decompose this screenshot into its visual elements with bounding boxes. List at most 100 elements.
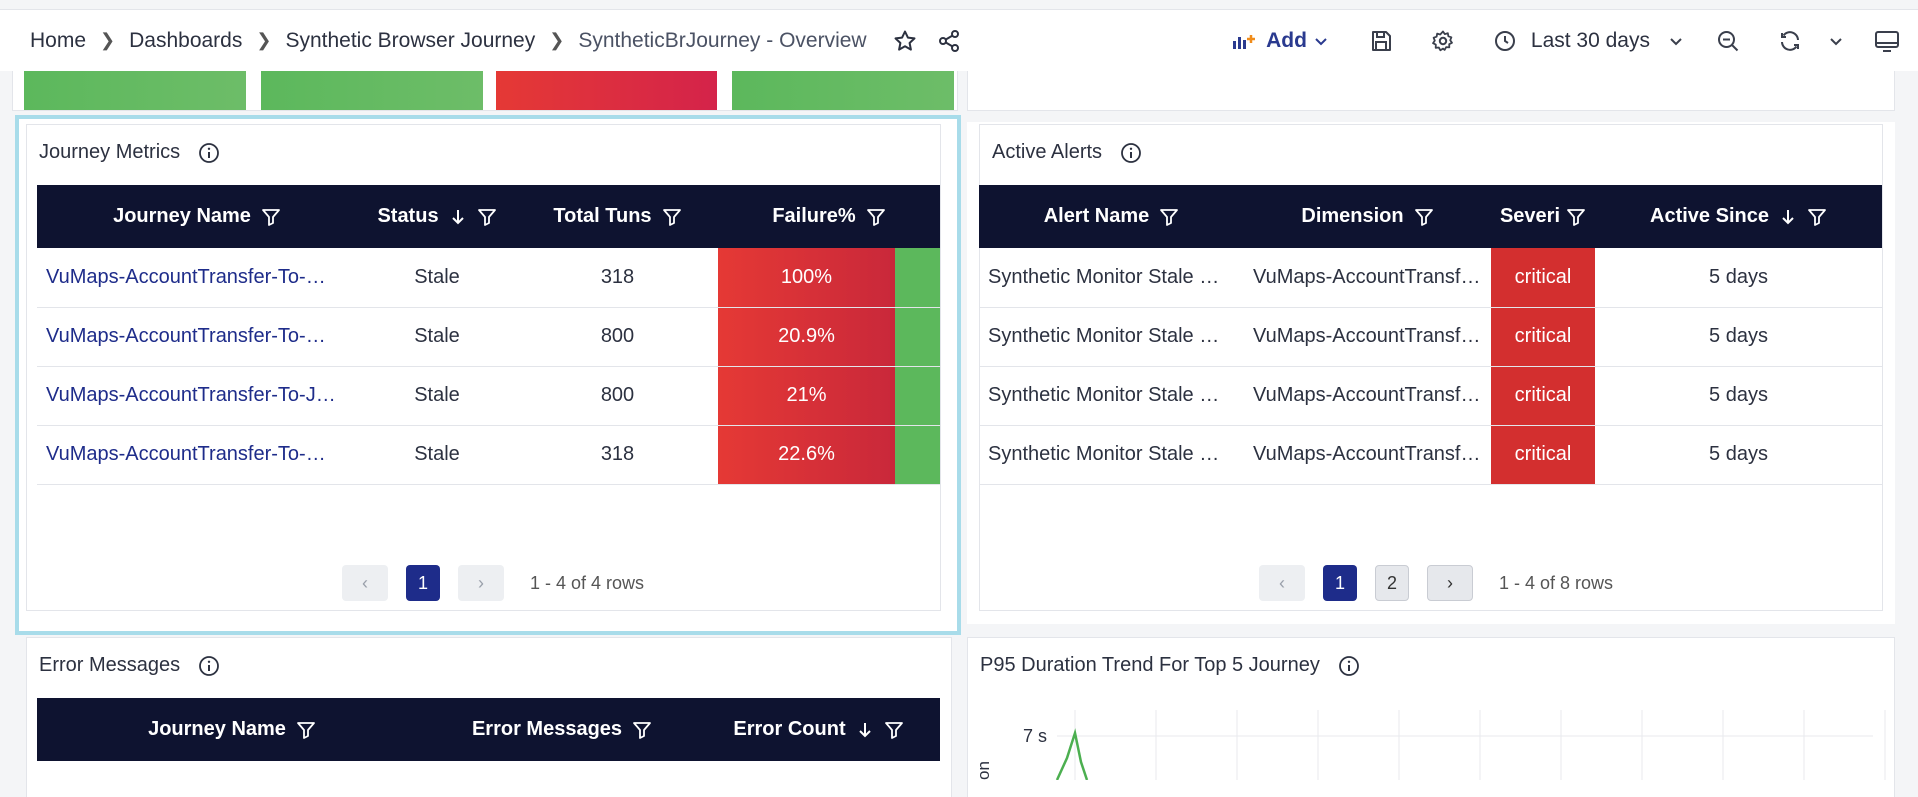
breadcrumb-folder[interactable]: Synthetic Browser Journey bbox=[285, 28, 536, 52]
column-header-error-messages[interactable]: Error Messages bbox=[427, 698, 697, 761]
journey-name-link[interactable]: VuMaps-AccountTransfer-To-J… bbox=[37, 366, 357, 426]
info-icon bbox=[199, 142, 220, 163]
p95-duration-chart: 7 s on bbox=[974, 710, 1886, 780]
active-since-cell: 5 days bbox=[1595, 248, 1882, 308]
status-cell: Stale bbox=[357, 248, 517, 308]
status-color-bar bbox=[895, 425, 941, 485]
stat-tile-critical bbox=[496, 71, 717, 110]
failure-cell: 20.9% bbox=[718, 307, 895, 367]
filter-icon bbox=[633, 721, 651, 739]
active-since-cell: 5 days bbox=[1595, 425, 1882, 485]
table-header-row: Journey Name Status Total Tuns Failure% bbox=[37, 185, 941, 248]
total-cell: 318 bbox=[517, 248, 718, 308]
breadcrumb: Home ❯ Dashboards ❯ Synthetic Browser Jo… bbox=[30, 29, 867, 53]
column-header-failure[interactable]: Failure% bbox=[718, 185, 941, 248]
column-header-alert-name[interactable]: Alert Name bbox=[979, 185, 1244, 248]
active-alerts-table: Alert Name Dimension Severi Active Since… bbox=[979, 185, 1882, 485]
panel-remnant-right bbox=[967, 71, 1895, 111]
table-row: Synthetic Monitor Stale … VuMaps-Account… bbox=[979, 307, 1882, 367]
status-color-bar bbox=[895, 248, 941, 308]
breadcrumb-home[interactable]: Home bbox=[30, 28, 87, 52]
table-row: VuMaps-AccountTransfer-To-… Stale 318 22… bbox=[37, 425, 941, 485]
journey-metrics-pagination: ‹ 1 › 1 - 4 of 4 rows bbox=[342, 565, 644, 601]
filter-icon bbox=[1414, 208, 1433, 226]
severity-badge: critical bbox=[1491, 366, 1595, 426]
column-header-status[interactable]: Status bbox=[357, 185, 517, 248]
page-2-button[interactable]: 2 bbox=[1375, 565, 1409, 601]
column-header-active-since[interactable]: Active Since bbox=[1595, 185, 1882, 248]
journey-metrics-table: Journey Name Status Total Tuns Failure% … bbox=[37, 185, 941, 485]
refresh-interval-chevron-icon[interactable] bbox=[1828, 33, 1844, 49]
status-cell: Stale bbox=[357, 307, 517, 367]
column-header-error-count[interactable]: Error Count bbox=[697, 698, 940, 761]
rows-summary: 1 - 4 of 8 rows bbox=[1499, 572, 1614, 593]
star-icon[interactable] bbox=[893, 29, 917, 53]
column-header-dimension[interactable]: Dimension bbox=[1244, 185, 1491, 248]
panel-title: P95 Duration Trend For Top 5 Journey bbox=[980, 654, 1360, 677]
info-icon bbox=[199, 655, 220, 676]
status-color-bar bbox=[895, 366, 941, 426]
alert-name-cell: Synthetic Monitor Stale … bbox=[979, 366, 1244, 426]
filter-icon bbox=[477, 208, 496, 226]
info-icon bbox=[1338, 655, 1359, 676]
stat-tile-ok bbox=[261, 71, 483, 110]
panel-title: Journey Metrics bbox=[39, 141, 220, 164]
clock-icon bbox=[1494, 31, 1515, 51]
active-since-cell: 5 days bbox=[1595, 307, 1882, 367]
save-icon[interactable] bbox=[1369, 29, 1393, 53]
journey-name-link[interactable]: VuMaps-AccountTransfer-To-… bbox=[37, 425, 357, 485]
time-range-picker[interactable]: Last 30 days bbox=[1493, 29, 1684, 53]
breadcrumb-dashboards[interactable]: Dashboards bbox=[129, 28, 243, 52]
filter-icon bbox=[866, 208, 885, 226]
alert-name-cell: Synthetic Monitor Stale … bbox=[979, 307, 1244, 367]
total-cell: 800 bbox=[517, 366, 718, 426]
table-header-row: Journey Name Error Messages Error Count bbox=[37, 698, 940, 761]
kiosk-mode-icon[interactable] bbox=[1874, 29, 1900, 53]
rows-summary: 1 - 4 of 4 rows bbox=[530, 572, 645, 593]
filter-icon bbox=[884, 721, 903, 739]
next-page-button[interactable]: › bbox=[1427, 565, 1473, 601]
prev-page-button[interactable]: ‹ bbox=[1259, 565, 1305, 601]
table-header-row: Alert Name Dimension Severi Active Since bbox=[979, 185, 1882, 248]
page-1-button[interactable]: 1 bbox=[1323, 565, 1357, 601]
next-page-button[interactable]: › bbox=[458, 565, 504, 601]
column-header-journey-name[interactable]: Journey Name bbox=[37, 185, 357, 248]
table-row: VuMaps-AccountTransfer-To-J… Stale 800 2… bbox=[37, 366, 941, 426]
chevron-right-icon: ❯ bbox=[549, 30, 565, 50]
panel-title: Error Messages bbox=[39, 654, 220, 677]
dimension-cell: VuMaps-AccountTransf… bbox=[1244, 366, 1491, 426]
sort-down-icon bbox=[858, 722, 871, 737]
series-line bbox=[1055, 728, 1089, 780]
prev-page-button[interactable]: ‹ bbox=[342, 565, 388, 601]
gear-icon[interactable] bbox=[1431, 29, 1455, 53]
chevron-down-icon bbox=[1670, 38, 1682, 46]
active-alerts-pagination: ‹ 1 2 › 1 - 4 of 8 rows bbox=[1259, 565, 1613, 601]
table-row: Synthetic Monitor Stale … VuMaps-Account… bbox=[979, 248, 1882, 308]
y-axis-label: on bbox=[974, 761, 993, 780]
column-header-total-tuns[interactable]: Total Tuns bbox=[517, 185, 718, 248]
journey-name-link[interactable]: VuMaps-AccountTransfer-To-… bbox=[37, 248, 357, 308]
column-header-journey-name[interactable]: Journey Name bbox=[37, 698, 427, 761]
page-1-button[interactable]: 1 bbox=[406, 565, 440, 601]
p95-duration-panel: P95 Duration Trend For Top 5 Journey bbox=[967, 637, 1895, 797]
filter-icon bbox=[1567, 208, 1585, 226]
failure-cell: 21% bbox=[718, 366, 895, 426]
dimension-cell: VuMaps-AccountTransf… bbox=[1244, 425, 1491, 485]
share-icon[interactable] bbox=[937, 29, 961, 53]
refresh-icon[interactable] bbox=[1778, 29, 1802, 53]
p95-title: P95 Duration Trend For Top 5 Journey bbox=[980, 654, 1320, 676]
zoom-out-icon[interactable] bbox=[1716, 29, 1740, 53]
add-button[interactable]: Add bbox=[1232, 29, 1329, 53]
active-alerts-title: Active Alerts bbox=[992, 141, 1103, 163]
error-messages-title: Error Messages bbox=[39, 654, 181, 676]
sort-down-icon bbox=[1782, 209, 1794, 224]
dimension-cell: VuMaps-AccountTransf… bbox=[1244, 248, 1491, 308]
chart-grid bbox=[1057, 710, 1886, 780]
total-cell: 318 bbox=[517, 425, 718, 485]
journey-metrics-title: Journey Metrics bbox=[39, 141, 181, 163]
severity-badge: critical bbox=[1491, 425, 1595, 485]
journey-name-link[interactable]: VuMaps-AccountTransfer-To-… bbox=[37, 307, 357, 367]
column-header-severity[interactable]: Severi bbox=[1491, 185, 1595, 248]
filter-icon bbox=[662, 208, 681, 226]
status-cell: Stale bbox=[357, 366, 517, 426]
